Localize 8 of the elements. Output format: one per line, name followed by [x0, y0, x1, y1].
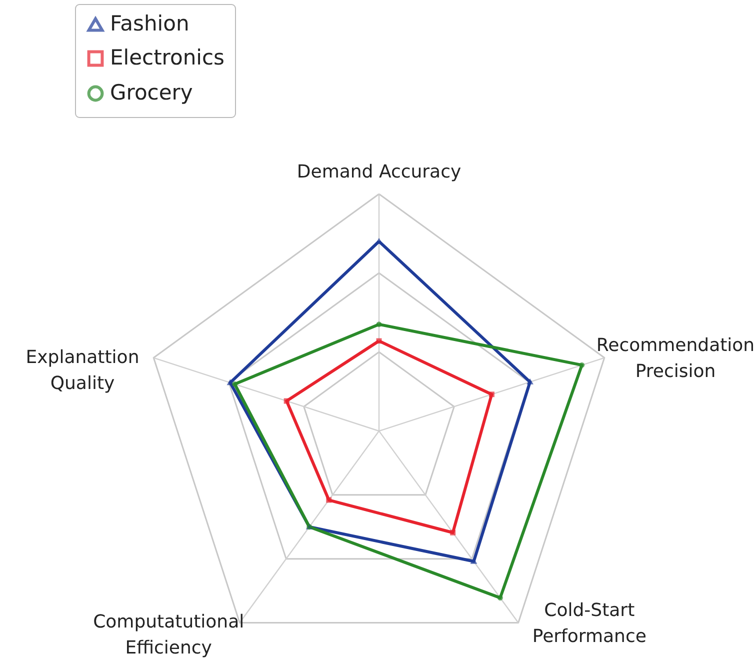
spoke-label: Cold-Start Performance	[532, 600, 646, 647]
legend-label: Fashion	[110, 12, 190, 36]
legend-label: Grocery	[110, 80, 193, 104]
spoke-label: Demand Accuracy	[296, 162, 462, 183]
spoke-label: Computatutional Efficiency	[93, 612, 244, 659]
spoke-label: Recommendation Precision	[596, 334, 755, 382]
spoke-label: Explanattion Quality	[26, 346, 140, 394]
legend-label: Electronics	[110, 46, 224, 70]
